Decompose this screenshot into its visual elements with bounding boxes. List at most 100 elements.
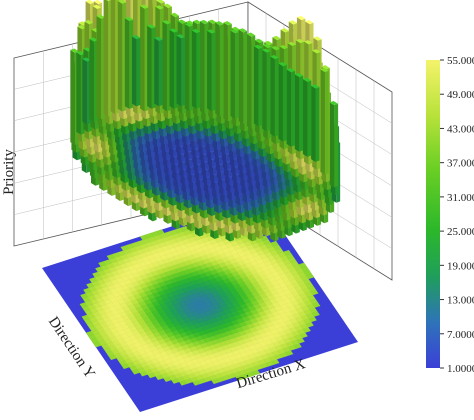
colorbar-tick-label: 7.0000 (447, 329, 474, 341)
bar-top (185, 20, 195, 25)
bar-top (255, 38, 264, 43)
bar-top (311, 84, 320, 89)
colorbar: 55.000 49.000 43.000 37.000 31.000 25.000 19.0… (426, 55, 474, 375)
bar-face (266, 51, 271, 132)
bar-face (274, 57, 279, 137)
bar-top (93, 0, 103, 5)
bar-top (124, 16, 134, 21)
bar-face (282, 64, 287, 142)
bar-face (302, 79, 308, 157)
bar-face (184, 24, 190, 112)
bar-top (77, 25, 86, 30)
bar-face (162, 21, 167, 112)
bar-top (278, 61, 287, 67)
bar-face (246, 33, 252, 129)
bar-face (169, 29, 174, 109)
bar-face (215, 22, 220, 117)
bar-top (84, 20, 93, 25)
bar-top (154, 36, 163, 41)
bar-top (288, 20, 298, 25)
bar-face (223, 22, 228, 122)
bar-face (334, 103, 338, 188)
bar-face (96, 15, 101, 120)
bar-top (329, 100, 338, 106)
bar-top (191, 28, 201, 34)
bar-face (258, 47, 263, 127)
bar-top (163, 3, 172, 8)
colorbar-tick-label: 31.000 (447, 192, 474, 204)
bar-face (147, 25, 152, 109)
bar-top (162, 20, 171, 25)
bar-face (286, 69, 292, 147)
bar-face (291, 70, 295, 147)
bar-top (106, 0, 111, 2)
bar-face (181, 36, 185, 107)
colorbar-tick-label: 43.000 (447, 123, 474, 135)
bar-top (286, 68, 295, 73)
bar-top (200, 19, 209, 25)
bar-top (263, 43, 272, 49)
bar-face (131, 36, 137, 107)
bar-face (158, 39, 163, 107)
colorbar-tick-label: 1.0000 (447, 363, 474, 375)
bar-top (215, 21, 224, 26)
bar-top (76, 51, 85, 56)
bar-top (155, 5, 164, 10)
colorbar-tick-label: 49.000 (447, 89, 474, 101)
bar-top (279, 44, 288, 50)
bar-face (262, 49, 267, 132)
bar-face (82, 58, 87, 125)
bar-face (136, 37, 141, 107)
bar-top (131, 34, 141, 40)
bar-face (243, 31, 248, 124)
bar-top (246, 32, 256, 37)
bar-top (70, 48, 79, 53)
bar-top (208, 19, 217, 24)
bar-face (176, 35, 182, 107)
bar-face (320, 69, 325, 175)
bar-face (324, 70, 329, 175)
bar-top (295, 38, 305, 44)
bar-top (207, 29, 216, 34)
bar-face (110, 0, 116, 115)
bar-face (294, 74, 300, 152)
bar-top (82, 57, 91, 62)
bar-top (271, 46, 280, 51)
bars (70, 0, 341, 242)
bar-top (96, 14, 105, 19)
bar-top (117, 0, 127, 4)
bar-top (92, 4, 102, 9)
bar-top (304, 40, 313, 45)
bar-top (89, 37, 98, 42)
bar-top (156, 0, 165, 4)
colorbar-ticks: 55.000 49.000 43.000 37.000 31.000 25.000 19.0… (440, 55, 474, 375)
bar-top (296, 15, 306, 21)
bar-top (280, 28, 289, 33)
bar-face (270, 56, 275, 137)
bar-face (154, 38, 159, 107)
bar-top (176, 34, 185, 39)
bar-face (253, 46, 259, 127)
bar-face (211, 32, 216, 112)
bar-top (85, 0, 94, 4)
bar-top (262, 48, 271, 53)
bar-top (184, 22, 194, 27)
bar-face (235, 32, 239, 119)
colorbar-tick-label: 19.000 (447, 260, 474, 272)
bar-top (147, 24, 156, 29)
floor-heatmap (42, 198, 358, 412)
bar-top (321, 65, 330, 70)
bar-top (264, 40, 273, 46)
bar-top (253, 44, 263, 50)
colorbar-gradient (426, 60, 440, 368)
bar-face (76, 52, 81, 135)
bar-face (140, 5, 145, 112)
bar-top (231, 26, 240, 31)
colorbar-tick-label: 25.000 (447, 226, 474, 238)
bar-face (207, 30, 212, 112)
bar-top (294, 72, 304, 78)
bar-top (192, 19, 202, 24)
bar-face (278, 63, 283, 142)
bar-top (312, 49, 321, 54)
